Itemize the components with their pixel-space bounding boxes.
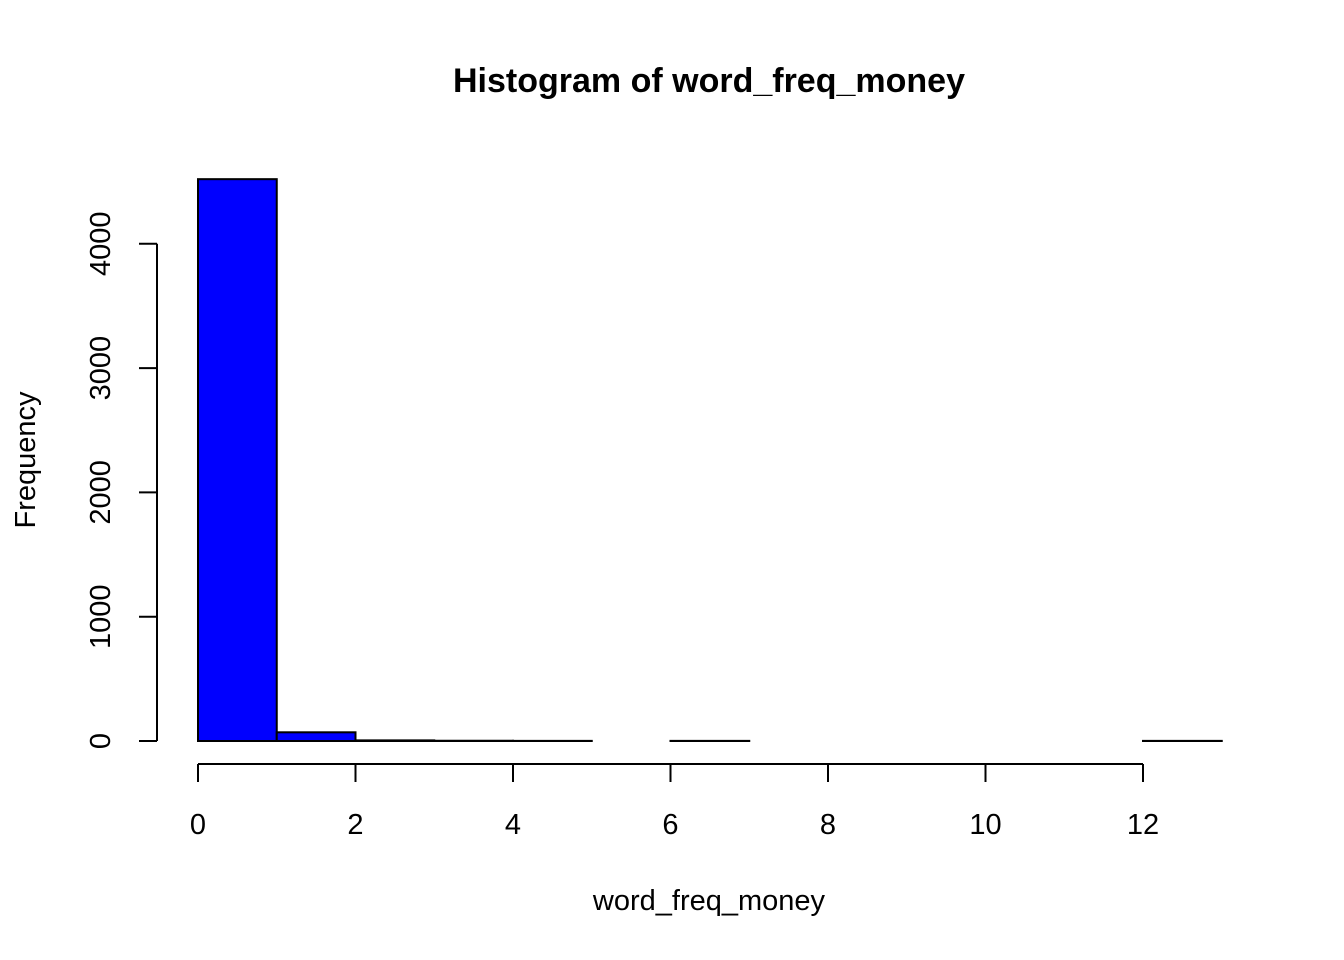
y-axis: 0 1000 2000 3000 4000 (85, 212, 158, 749)
x-axis-label: word_freq_money (592, 885, 826, 917)
y-tick-label: 2000 (85, 460, 117, 525)
y-tick-label: 0 (85, 733, 117, 749)
chart-title: Histogram of word_freq_money (453, 62, 965, 100)
y-tick-label: 3000 (85, 336, 117, 401)
histogram-bar (197, 178, 278, 742)
x-tick-label: 10 (969, 809, 1001, 841)
y-axis-label: Frequency (10, 391, 42, 529)
histogram-bar (275, 731, 357, 743)
histogram-bars (197, 178, 1223, 743)
x-tick-label: 6 (662, 809, 678, 841)
x-tick-label: 8 (820, 809, 836, 841)
x-tick-label: 4 (505, 809, 521, 841)
x-axis: 0 2 4 6 8 10 12 (190, 763, 1159, 841)
y-tick-label: 4000 (85, 212, 117, 277)
x-tick-label: 2 (347, 809, 363, 841)
y-tick-label: 1000 (85, 584, 117, 649)
x-tick-label: 0 (190, 809, 206, 841)
x-tick-label: 12 (1127, 809, 1159, 841)
histogram-bar (354, 739, 436, 742)
